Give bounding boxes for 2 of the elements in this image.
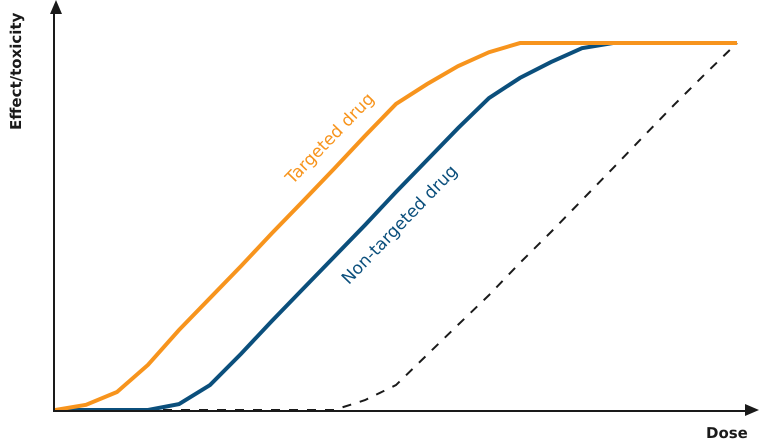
x-axis-title: Dose [706,424,748,442]
y-axis-title: Effect/toxicity [7,12,25,130]
